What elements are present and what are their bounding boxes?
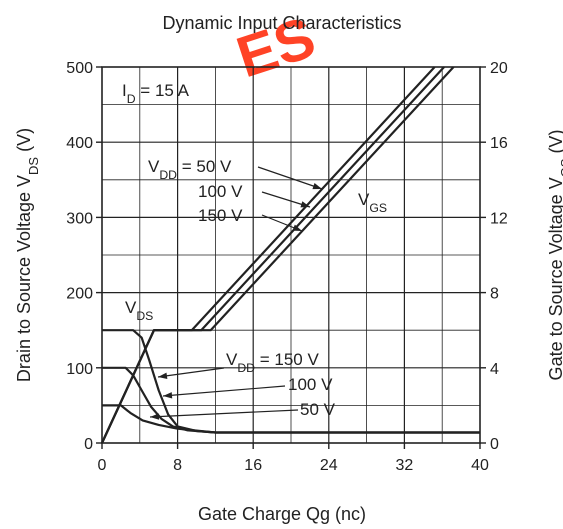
y-right-tick-label: 4 [490,361,499,378]
y-left-tick-label: 100 [66,361,93,378]
y-left-tick-label: 200 [66,286,93,303]
plot-frame [101,66,481,444]
vgs-arrow-50v [257,166,323,190]
y-left-tick-label: 400 [66,135,93,152]
y-right-tick-label: 8 [490,286,499,303]
y-right-tick-label: 16 [490,135,508,152]
y-left-tick-label: 500 [66,60,93,77]
y-right-axis-label: Gate to Source Voltage VGS (V) [546,130,563,381]
vds-label-150v: VDD = 150 V [226,350,319,375]
vgs-curve-label: VGS [358,190,387,215]
y-right-tick-label: 20 [490,60,508,77]
vds-arrow-100v [162,385,286,399]
x-tick-label: 0 [98,457,107,474]
vgs-label-50v: VDD = 50 V [148,157,232,182]
vds-arrow-50v [149,409,299,420]
vds-label-100v: 100 V [288,375,333,394]
vgs-label-100v: 100 V [198,182,243,201]
x-tick-label: 8 [173,457,182,474]
x-tick-label: 32 [396,457,414,474]
condition-label: ID = 15 A [122,81,190,106]
vds-label-50v: 50 V [300,400,336,419]
vgs-series-line-3 [101,66,455,444]
y-right-tick-label: 12 [490,210,508,227]
x-axis-label: Gate Charge Qg (nc) [198,504,366,524]
y-right-tick-label: 0 [490,436,499,453]
x-tick-label: 24 [320,457,338,474]
y-left-axis-label: Drain to Source Voltage VDS (V) [14,128,41,382]
vgs-arrow-100v [261,191,311,208]
chart-title: Dynamic Input Characteristics [162,13,401,33]
vds-curve-label: VDS [125,298,153,323]
x-tick-label: 16 [244,457,262,474]
x-tick-label: 40 [471,457,489,474]
vds-series-line-3 [102,404,480,434]
y-left-tick-label: 0 [84,436,93,453]
vgs-label-150v: 150 V [198,206,243,225]
y-left-tick-label: 300 [66,210,93,227]
vds-arrow-150v [157,367,225,379]
vgs-arrow-150v [261,214,303,232]
